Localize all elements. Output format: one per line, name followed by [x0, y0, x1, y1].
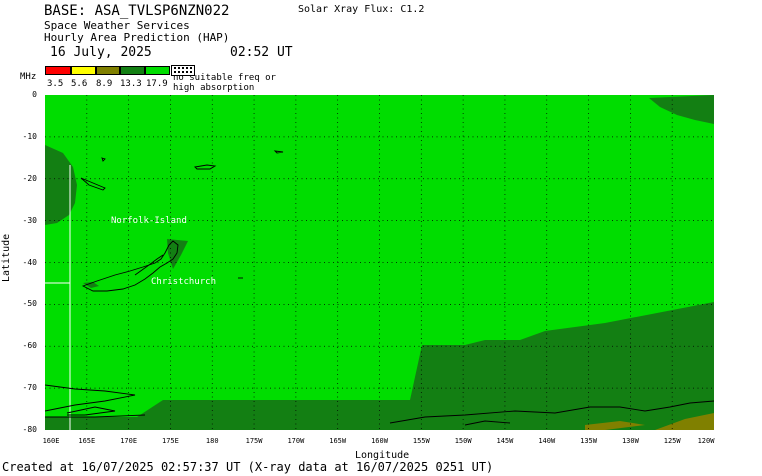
service-name: Space Weather Services	[44, 19, 190, 32]
coastlines	[45, 150, 714, 426]
no-suitable-note: high absorption	[173, 83, 255, 93]
legend-swatch-red	[45, 66, 71, 75]
x-tick-label: 150W	[454, 437, 472, 445]
legend-swatch-bright-green	[145, 66, 170, 75]
new-zealand-coast	[81, 240, 179, 292]
map-time: 02:52 UT	[230, 45, 293, 60]
y-tick-label: -40	[22, 257, 37, 267]
x-tick-label: 160W	[371, 437, 388, 445]
frequency-region-dark-green	[649, 95, 714, 124]
y-tick-label: -50	[22, 299, 37, 309]
y-tick-label: -60	[22, 341, 37, 351]
base-title: BASE: ASA_TVLSP6NZN022	[44, 3, 230, 19]
frequency-region-dark-green	[83, 282, 99, 288]
lat-lon-grid	[45, 95, 714, 430]
island-coast	[101, 157, 106, 162]
island-coast	[194, 164, 217, 170]
hap-map: Norfolk-Island Christchurch	[45, 95, 714, 430]
x-tick-label: 120W	[697, 437, 715, 445]
antarctica-coast	[45, 414, 146, 418]
legend-swatch-yellow	[71, 66, 96, 75]
x-tick-label: 160E	[42, 437, 60, 445]
frequency-region-dark-green	[167, 239, 188, 269]
x-tick-label: 155W	[412, 437, 430, 445]
island-coast	[273, 150, 284, 154]
x-tick-label: 145W	[496, 437, 514, 445]
x-tick-label: 135W	[580, 437, 597, 445]
no-suitable-grid-icon	[171, 65, 195, 76]
x-tick-label: 165E	[78, 437, 96, 445]
place-label-christchurch: Christchurch	[151, 277, 216, 287]
frequency-region-olive	[655, 413, 714, 430]
new-zealand-coast	[134, 254, 164, 276]
xray-flux-label: Solar Xray Flux: C1.2	[298, 4, 425, 15]
x-tick-label: 170E	[120, 437, 138, 445]
legend-label: 3.5	[47, 79, 64, 89]
y-tick-label: -20	[22, 173, 37, 183]
y-tick-label: -70	[22, 383, 37, 393]
antarctica-coast	[389, 400, 714, 424]
created-timestamp: Created at 16/07/2025 02:57:37 UT (X-ray…	[2, 460, 494, 474]
legend-unit: MHz	[20, 72, 37, 82]
y-tick-label: -80	[22, 425, 37, 434]
antarctica-coast	[66, 406, 116, 416]
antarctica-coast	[45, 384, 136, 412]
frequency-region-olive	[585, 421, 645, 430]
legend-label: 5.6	[71, 79, 88, 89]
map-date: 16 July, 2025	[50, 45, 152, 60]
x-tick-label: 165W	[329, 437, 347, 445]
x-tick-label: 175E	[162, 437, 179, 445]
legend-swatch-dark-green	[120, 66, 145, 75]
legend-label: 17.9	[146, 79, 168, 89]
product-name: Hourly Area Prediction (HAP)	[44, 31, 230, 44]
no-suitable-note: no suitable freq or	[173, 73, 276, 83]
legend-label: 8.9	[96, 79, 113, 89]
x-tick-label: 175W	[245, 437, 263, 445]
x-tick-label: 180	[205, 437, 219, 445]
antarctica-coast	[464, 420, 511, 426]
place-label-norfolk-island: Norfolk-Island	[111, 216, 187, 226]
x-tick-label: 140W	[538, 437, 556, 445]
x-tick-label: 125W	[663, 437, 681, 445]
y-tick-label: -10	[22, 131, 37, 141]
legend-swatch-olive	[96, 66, 120, 75]
x-axis-title: Longitude	[355, 450, 410, 461]
y-axis-title: Latitude	[1, 233, 12, 282]
frequency-region-dark-green	[45, 145, 77, 225]
new-caledonia-coast	[80, 177, 106, 191]
legend-label: 13.3	[120, 79, 142, 89]
y-tick-label: -30	[22, 215, 37, 225]
x-tick-label: 170W	[287, 437, 305, 445]
y-tick-label: 0	[32, 90, 37, 99]
x-tick-label: 130W	[621, 437, 639, 445]
